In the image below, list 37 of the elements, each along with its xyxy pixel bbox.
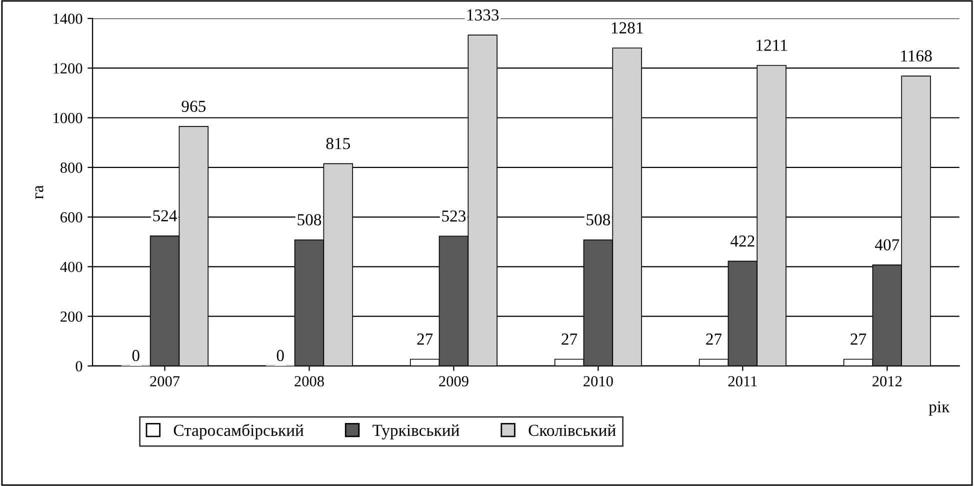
data-label: 523 — [442, 210, 466, 222]
y-tick-label: 600 — [60, 212, 82, 222]
data-label: 1281 — [612, 22, 643, 34]
legend-label: Сколівський — [528, 424, 616, 436]
x-axis-title: рік — [928, 401, 950, 416]
data-label: 815 — [326, 138, 350, 150]
y-tick-label: 1000 — [54, 112, 82, 124]
data-label: 422 — [730, 236, 754, 247]
x-tick-label: 2007 — [150, 376, 180, 386]
y-tick-label: 800 — [60, 162, 82, 173]
y-tick-label: 1200 — [54, 63, 82, 74]
data-label: 0 — [132, 350, 140, 362]
x-tick-label: 2010 — [584, 376, 613, 386]
data-label: 524 — [153, 210, 178, 222]
data-label: 965 — [182, 100, 206, 112]
x-tick-label: 2009 — [439, 376, 468, 386]
data-label: 27 — [562, 334, 578, 345]
legend-label: Старосамбірський — [174, 424, 304, 440]
y-tick-label: 0 — [76, 361, 82, 372]
y-tick-label: 200 — [60, 311, 82, 322]
data-label: 508 — [586, 214, 610, 226]
x-tick-label: 2012 — [872, 376, 902, 386]
y-tick-label: 1400 — [54, 14, 82, 24]
data-label: 27 — [706, 334, 722, 345]
data-label: 407 — [874, 239, 900, 250]
data-label: 508 — [298, 214, 322, 226]
data-label: 1333 — [467, 9, 499, 21]
data-label: 1211 — [756, 40, 787, 51]
data-label: 27 — [417, 334, 433, 345]
y-axis-title: га — [35, 185, 44, 200]
x-tick-label: 2008 — [294, 376, 324, 386]
legend-label: Турківський — [372, 424, 460, 440]
data-label: 0 — [276, 350, 284, 362]
y-tick-label: 400 — [60, 262, 82, 272]
data-label: 1168 — [901, 50, 932, 62]
x-tick-label: 2011 — [728, 376, 757, 386]
data-label: 27 — [850, 334, 866, 345]
